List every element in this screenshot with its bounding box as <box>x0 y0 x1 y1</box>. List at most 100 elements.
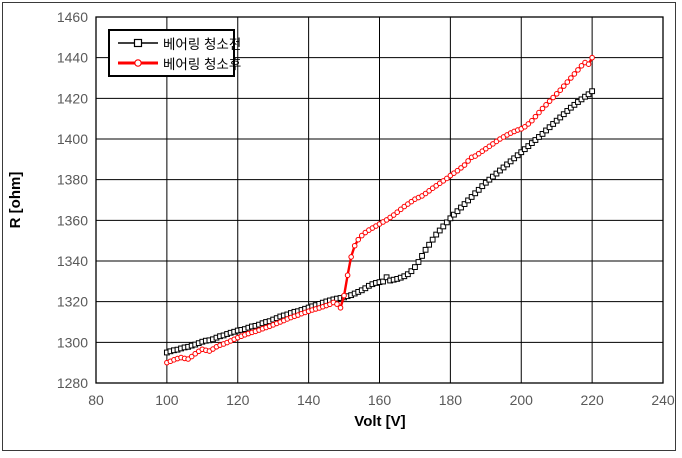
x-tick-label: 200 <box>510 392 534 408</box>
circle-marker <box>575 67 581 73</box>
circle-marker <box>390 212 397 218</box>
gridlines <box>95 16 664 384</box>
square-marker <box>475 186 482 193</box>
square-marker <box>412 264 418 271</box>
y-tick-label: 1420 <box>57 90 88 106</box>
x-tick-label: 180 <box>439 392 463 408</box>
circle-marker <box>334 301 340 307</box>
square-marker <box>525 143 532 150</box>
x-tick-label: 220 <box>580 392 604 408</box>
circle-marker <box>461 162 468 168</box>
circle-marker <box>550 94 556 101</box>
square-marker <box>447 215 454 222</box>
legend-marker-square-icon <box>118 38 158 48</box>
x-tick-label: 160 <box>368 392 392 408</box>
circle-marker <box>454 167 461 174</box>
square-marker <box>507 158 514 165</box>
square-marker <box>486 176 493 183</box>
square-marker <box>433 231 440 238</box>
circle-marker <box>578 63 585 69</box>
square-marker <box>539 131 546 137</box>
circle-marker <box>539 105 546 112</box>
y-tick-label: 1340 <box>57 253 88 269</box>
square-marker <box>564 108 571 114</box>
square-marker <box>415 259 422 265</box>
square-marker <box>589 88 596 95</box>
circle-marker <box>465 158 471 164</box>
square-marker <box>543 127 549 134</box>
circle-marker <box>444 175 450 182</box>
x-tick-label: 100 <box>155 392 179 408</box>
square-marker <box>490 173 496 180</box>
square-marker <box>454 208 461 215</box>
y-tick-label: 1380 <box>57 172 88 188</box>
square-marker <box>585 91 592 98</box>
legend-label: 베어링 청소전 <box>163 37 242 52</box>
square-marker <box>532 137 539 143</box>
square-marker <box>546 124 553 131</box>
square-marker <box>550 121 557 127</box>
square-marker <box>497 167 503 174</box>
square-marker <box>518 149 525 156</box>
square-marker <box>426 241 433 248</box>
x-tick-label: 120 <box>226 392 250 408</box>
square-marker <box>422 246 429 253</box>
circle-marker <box>529 117 535 124</box>
circle-marker <box>585 61 592 67</box>
legend-marker-circle-icon <box>118 59 158 67</box>
square-marker <box>511 155 518 162</box>
square-marker <box>408 268 415 275</box>
square-marker <box>451 211 457 218</box>
circle-marker <box>397 206 404 213</box>
square-marker <box>440 223 447 230</box>
circle-marker <box>351 242 358 249</box>
square-marker <box>560 111 567 118</box>
legend: 베어링 청소전 베어링 청소후 <box>108 29 241 77</box>
circle-marker <box>188 353 195 360</box>
square-marker <box>557 114 564 121</box>
square-marker <box>404 271 411 278</box>
y-tick-label: 1320 <box>57 294 88 310</box>
y-tick-label: 1460 <box>57 9 88 25</box>
circle-marker <box>553 91 560 97</box>
circle-marker <box>458 165 464 171</box>
y-tick-label: 1400 <box>57 131 88 147</box>
y-tick-label: 1300 <box>57 334 88 350</box>
circle-marker <box>355 236 362 243</box>
square-marker <box>443 219 450 226</box>
y-tick-label: 1360 <box>57 212 88 228</box>
y-axis-title: R [ohm] <box>7 171 24 229</box>
circle-marker <box>536 109 542 116</box>
circle-marker <box>525 121 532 127</box>
square-marker <box>461 201 468 207</box>
circle-marker <box>422 190 429 197</box>
y-tick-label: 1440 <box>57 50 88 66</box>
circle-marker <box>337 304 344 311</box>
circle-marker <box>571 71 578 77</box>
circle-marker <box>589 54 595 61</box>
circle-marker <box>344 272 351 279</box>
legend-item-before-cleaning: 베어링 청소전 <box>116 33 241 53</box>
x-tick-label: 240 <box>651 392 675 408</box>
x-axis-title: Volt [V] <box>354 413 406 430</box>
square-marker <box>468 194 475 200</box>
square-marker <box>419 253 425 259</box>
square-marker <box>500 164 507 171</box>
legend-item-after-cleaning: 베어링 청소후 <box>116 53 241 73</box>
x-tick-label: 140 <box>297 392 321 408</box>
x-tick-label: 80 <box>88 392 104 408</box>
square-marker <box>458 204 464 211</box>
circle-marker <box>532 113 539 120</box>
square-marker <box>472 190 479 197</box>
square-marker <box>493 170 500 177</box>
circle-marker <box>358 232 365 239</box>
square-marker <box>429 236 436 243</box>
square-marker <box>553 117 560 124</box>
square-marker <box>528 140 535 146</box>
y-tick-label: 1280 <box>57 375 88 391</box>
square-marker <box>380 278 386 285</box>
circle-marker <box>426 188 432 194</box>
circle-marker <box>568 75 574 81</box>
